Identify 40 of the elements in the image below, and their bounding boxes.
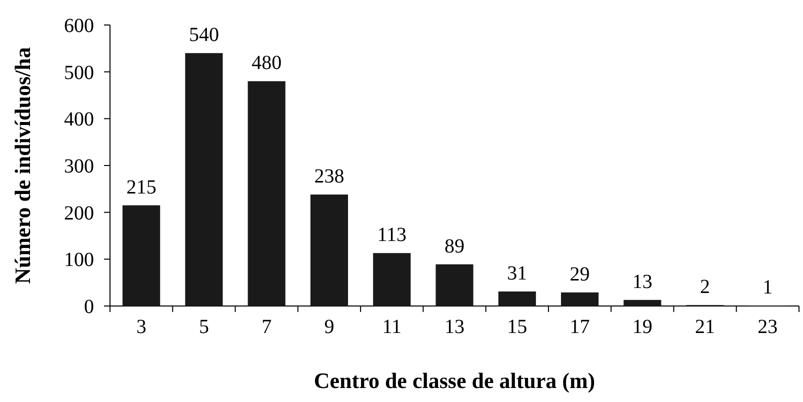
y-tick-label: 200 [64,202,94,224]
data-label: 215 [126,176,156,198]
x-tick-label: 3 [136,316,146,338]
bar [122,205,160,306]
bar [624,300,662,306]
data-label: 1 [762,276,773,299]
bar [436,264,474,306]
y-tick-label: 100 [64,249,94,272]
x-tick-label: 17 [570,316,590,338]
x-tick-label: 21 [695,316,716,338]
data-label: 540 [188,24,219,46]
y-tick-label: 0 [84,296,94,318]
data-label: 113 [377,224,406,246]
bar [373,253,411,306]
data-label: 31 [507,262,528,284]
bar [248,81,286,306]
data-label: 238 [314,166,344,188]
x-tick-label: 19 [632,316,652,338]
x-tick-label: 13 [444,316,464,338]
x-axis-title: Centro de classe de altura (m) [314,368,596,393]
y-tick-label: 400 [64,108,94,131]
x-tick-label: 11 [382,316,402,338]
y-tick-label: 600 [64,15,94,37]
bar [310,194,348,306]
data-label: 29 [570,263,590,286]
data-label: 13 [632,270,652,293]
y-tick-label: 500 [64,62,94,84]
bar [498,291,536,306]
data-label: 89 [444,235,464,258]
x-tick-label: 5 [198,316,209,338]
data-label: 2 [700,276,710,298]
y-axis-title: Número de indivíduos/ha [10,47,35,284]
y-tick-label: 300 [64,156,94,178]
x-tick-label: 15 [507,316,528,338]
x-tick-label: 23 [758,316,778,338]
x-tick-label: 9 [324,316,334,338]
data-label: 480 [252,52,282,74]
bar [560,292,599,306]
x-tick-label: 7 [262,316,272,338]
bar [185,53,223,306]
